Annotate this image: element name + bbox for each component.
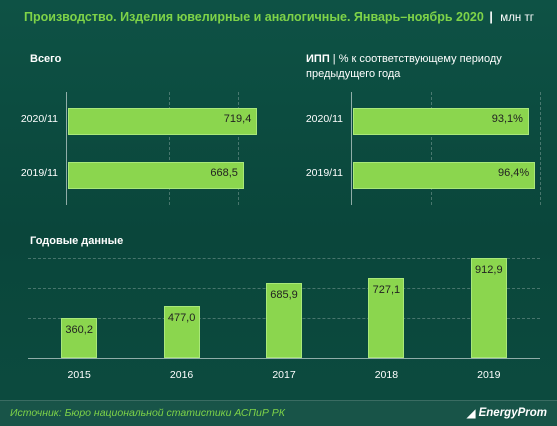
tick-label: 2015 xyxy=(67,369,91,381)
bar xyxy=(266,282,302,358)
data-label: 719,4 xyxy=(223,113,252,125)
page-title: Производство. Изделия ювелирные и аналог… xyxy=(24,9,534,26)
gridline-vertical xyxy=(238,92,239,205)
ipp-title: ИПП xyxy=(306,53,330,65)
tick-label: 2017 xyxy=(272,369,296,381)
tick-label: 2018 xyxy=(374,369,399,381)
footer: Источник: Бюро национальной статистики А… xyxy=(0,400,557,426)
data-label: 727,1 xyxy=(372,284,401,297)
category-label: 2019/11 xyxy=(20,167,58,179)
data-label: 360,2 xyxy=(65,324,93,337)
bar xyxy=(61,318,98,358)
category-label: 2019/11 xyxy=(305,167,343,179)
bar xyxy=(353,162,536,189)
total-panel-title: Всего xyxy=(30,53,62,65)
title-separator: | xyxy=(489,10,493,24)
energyprom-logo-icon: ◢ xyxy=(466,406,476,420)
gridline-vertical xyxy=(540,92,541,205)
gridline-vertical xyxy=(169,92,170,205)
data-label: 93,1% xyxy=(491,113,523,125)
category-label: 2020/11 xyxy=(20,113,58,125)
data-label: 96,4% xyxy=(497,167,530,179)
axis-line xyxy=(66,92,67,205)
ipp-panel-title: ИПП | % к соответствующему периоду преды… xyxy=(306,52,502,82)
ipp-subtitle-line1: | % к соответствующему периоду xyxy=(332,53,502,65)
bar xyxy=(68,162,244,189)
bar xyxy=(163,305,200,358)
annual-panel-title: Годовые данные xyxy=(30,235,124,247)
data-label: 668,5 xyxy=(210,167,238,179)
brand-logo: ◢ EnergyProm xyxy=(466,406,547,420)
bar xyxy=(68,108,258,135)
bar xyxy=(353,108,529,135)
x-axis-line xyxy=(28,358,540,359)
title-unit: млн тг xyxy=(500,12,534,24)
data-label: 912,9 xyxy=(475,263,503,276)
ipp-subtitle-line2: предыдущего года xyxy=(306,68,401,80)
tick-label: 2019 xyxy=(477,369,501,381)
data-label: 685,9 xyxy=(270,288,298,301)
category-label: 2020/11 xyxy=(305,113,343,125)
source-text: Источник: Бюро национальной статистики А… xyxy=(10,407,285,419)
tick-label: 2016 xyxy=(169,369,194,381)
gridline-vertical xyxy=(431,92,432,205)
bar xyxy=(368,278,405,358)
brand-name: EnergyProm xyxy=(478,407,547,419)
bar xyxy=(470,257,507,358)
gridline-horizontal xyxy=(28,258,540,259)
data-label: 477,0 xyxy=(167,311,196,324)
axis-line xyxy=(351,92,352,205)
title-text: Производство. Изделия ювелирные и аналог… xyxy=(24,10,484,24)
